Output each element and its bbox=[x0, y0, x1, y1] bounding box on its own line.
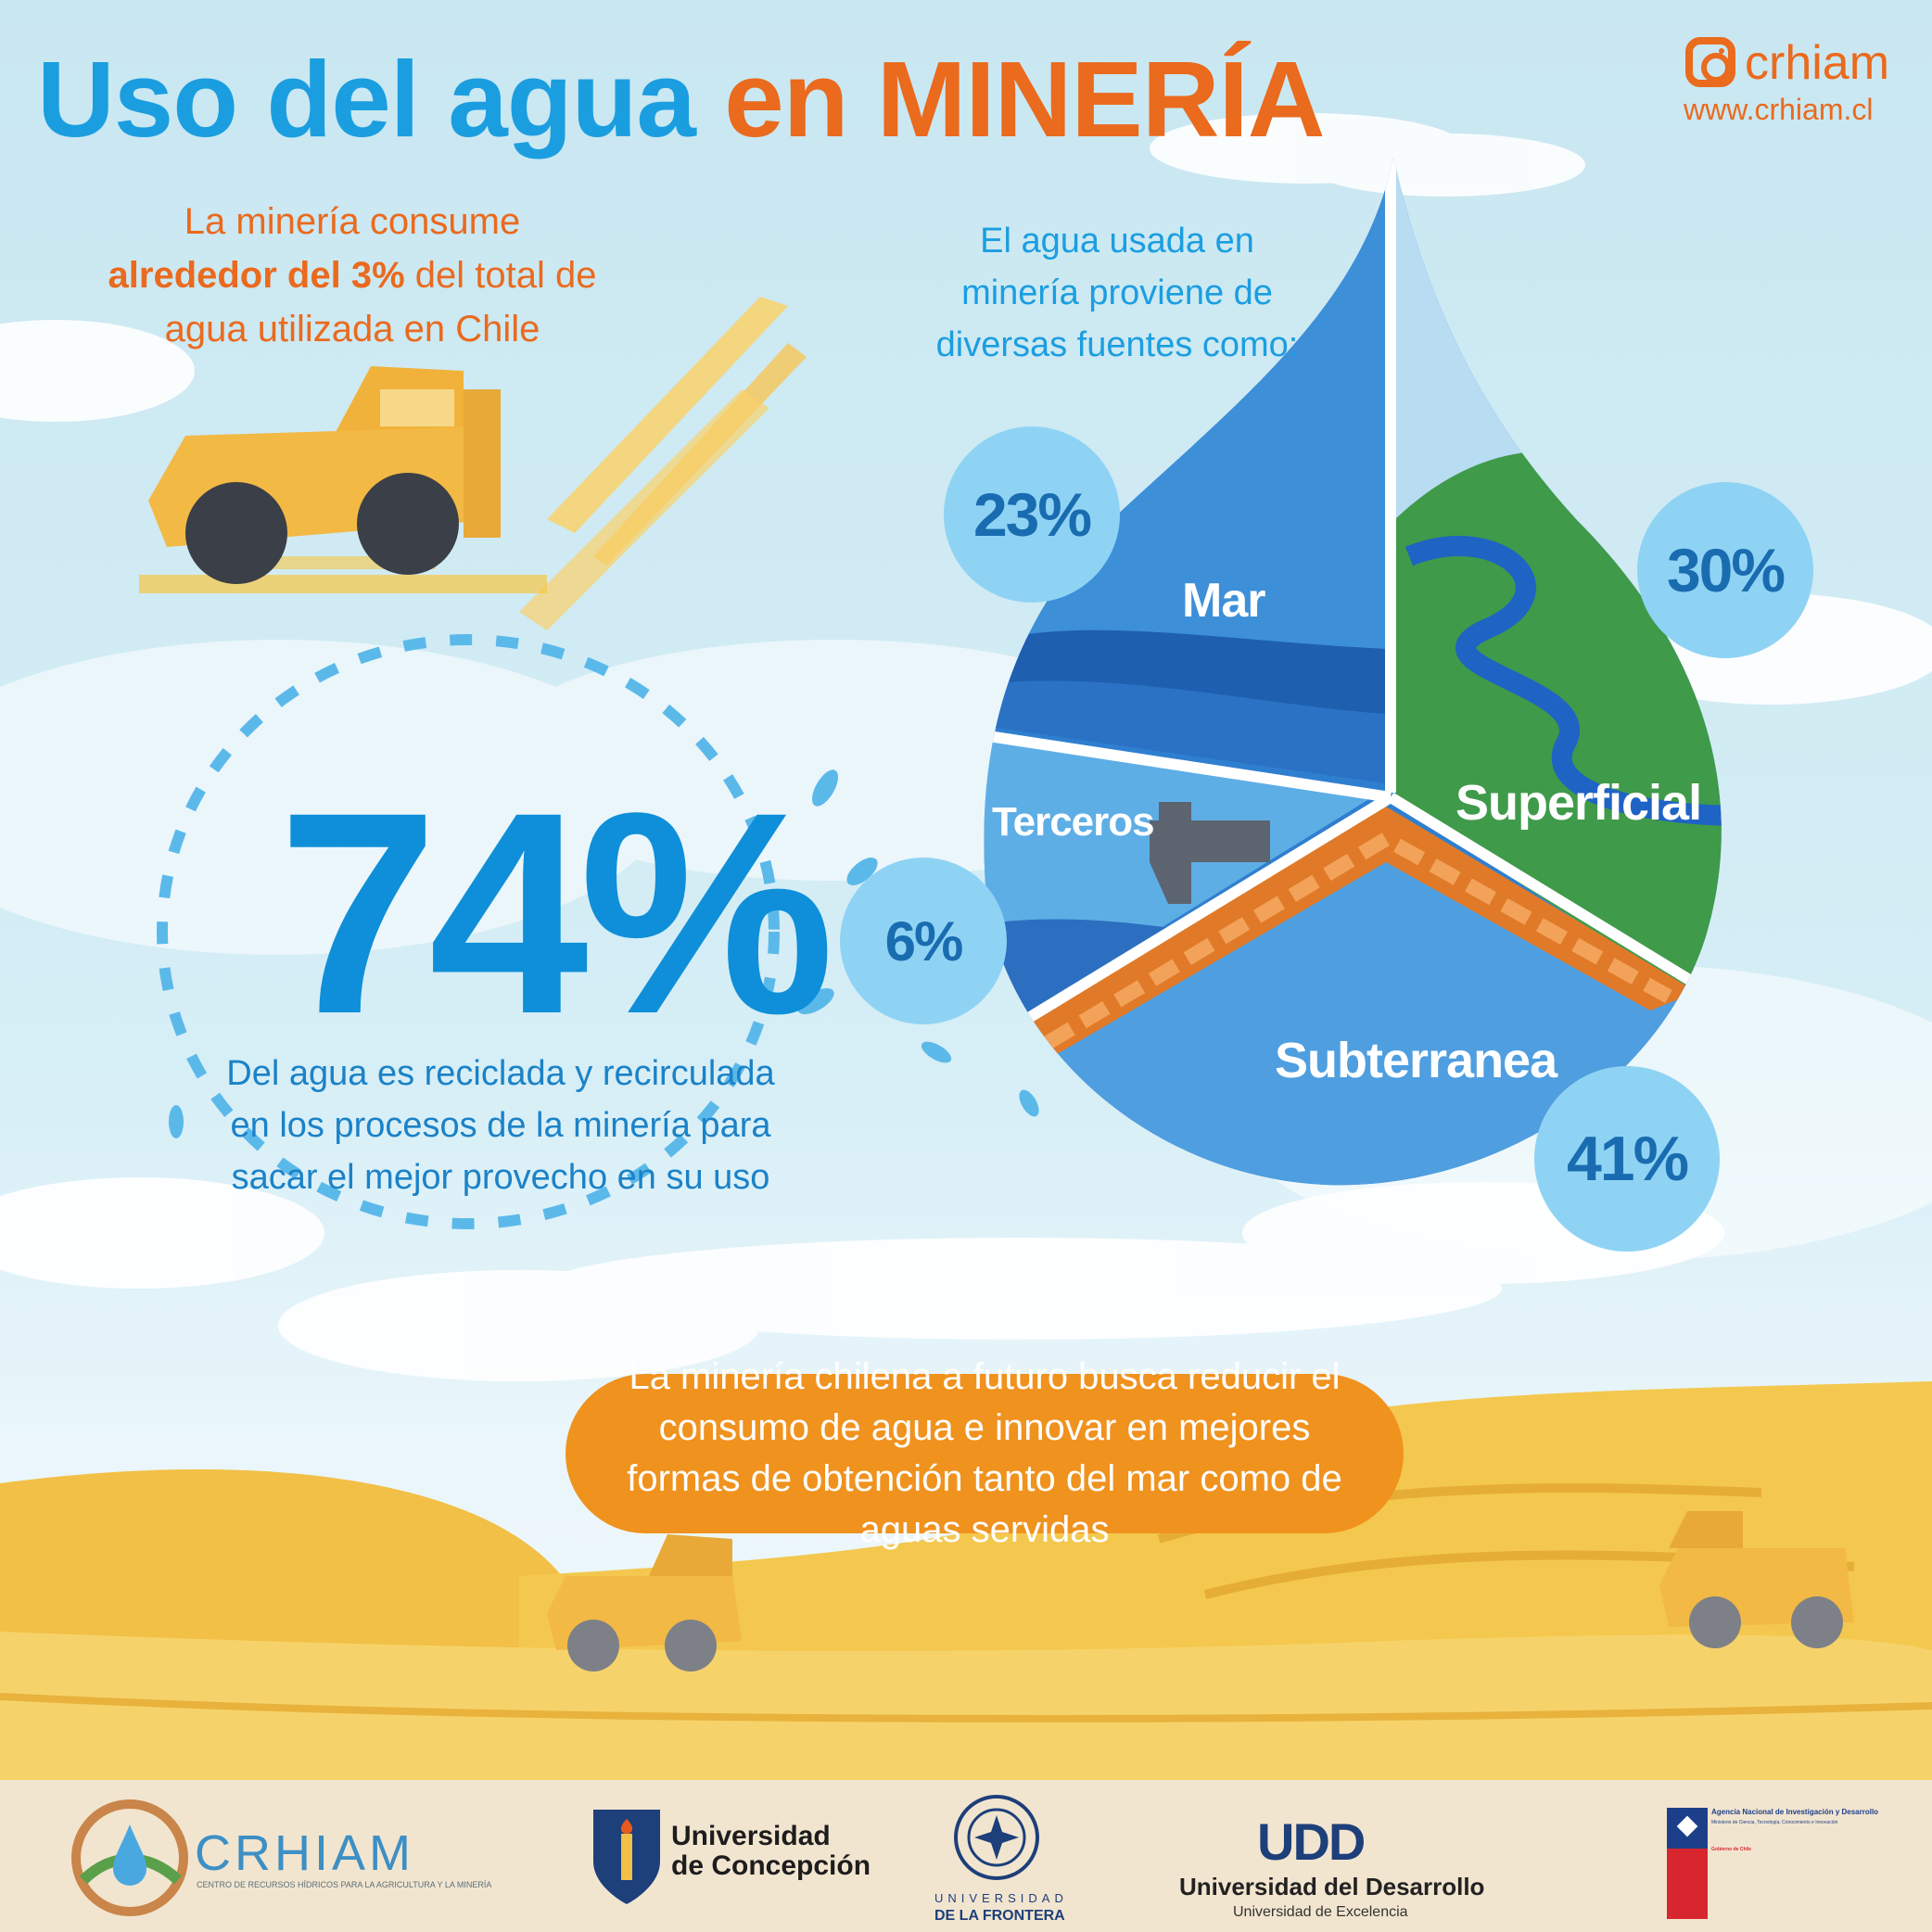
instagram-handle[interactable]: crhiam bbox=[1745, 36, 1890, 90]
udd-logo-name: Universidad del Desarrollo bbox=[1179, 1873, 1485, 1900]
consumption-line-3: agua utilizada en Chile bbox=[164, 309, 540, 350]
udec-line-1: Universidad bbox=[671, 1821, 831, 1851]
mining-truck-icon bbox=[1659, 1511, 1854, 1648]
consumption-statement: La minería consume alrededor del 3% del … bbox=[83, 195, 621, 356]
segment-label-mar: Mar bbox=[1182, 574, 1265, 628]
consumption-line-1: La minería consume bbox=[184, 201, 521, 242]
udec-logo-name: Universidad de Concepción bbox=[671, 1822, 871, 1881]
percent-badge-superficial: 30% bbox=[1637, 482, 1813, 658]
segment-label-subterranea: Subterranea bbox=[1275, 1033, 1557, 1088]
crhiam-logo-subtitle: CENTRO DE RECURSOS HÍDRICOS PARA LA AGRI… bbox=[197, 1880, 492, 1889]
website-link[interactable]: www.crhiam.cl bbox=[1684, 93, 1874, 126]
crhiam-logo-icon bbox=[71, 1799, 188, 1916]
udec-shield-icon bbox=[593, 1810, 660, 1904]
chile-flag-icon bbox=[1667, 1808, 1708, 1919]
percent-badge-mar: 23% bbox=[944, 426, 1120, 603]
future-banner: La minería chilena a futuro busca reduci… bbox=[566, 1356, 1404, 1550]
anid-gov: Gobierno de Chile bbox=[1711, 1847, 1752, 1852]
udd-tagline: Universidad de Excelencia bbox=[1233, 1904, 1408, 1920]
ufro-seal-icon bbox=[954, 1795, 1039, 1880]
anid-name: Agencia Nacional de Investigación y Desa… bbox=[1711, 1808, 1879, 1816]
percent-badge-terceros: 6% bbox=[840, 858, 1007, 1024]
segment-label-terceros: Terceros bbox=[992, 799, 1155, 845]
page-title: Uso del agua en MINERÍA bbox=[37, 37, 1326, 161]
mining-truck-icon bbox=[139, 297, 807, 630]
mining-truck-icon bbox=[547, 1534, 742, 1671]
ufro-line-1: UNIVERSIDAD bbox=[934, 1891, 1068, 1905]
recycling-description: Del agua es reciclada y recirculada en l… bbox=[226, 1054, 775, 1197]
recycling-value: 74% bbox=[278, 752, 834, 1074]
segment-label-superficial: Superficial bbox=[1455, 775, 1702, 831]
droplet-icon bbox=[169, 769, 1039, 1138]
udec-line-2: de Concepción bbox=[671, 1850, 871, 1881]
footer-logos: CRHIAM CENTRO DE RECURSOS HÍDRICOS PARA … bbox=[0, 1780, 1932, 1932]
recycling-circle bbox=[157, 634, 780, 1229]
desert-landscape bbox=[0, 1381, 1932, 1780]
title-part-1: Uso del agua bbox=[37, 39, 696, 159]
instagram-icon bbox=[1685, 37, 1735, 87]
anid-logo: Agencia Nacional de Investigación y Desa… bbox=[1667, 1808, 1879, 1919]
ufro-line-2: DE LA FRONTERA bbox=[934, 1908, 1065, 1924]
consumption-line-2: del total de bbox=[404, 255, 597, 296]
crhiam-logo-name: CRHIAM bbox=[195, 1825, 414, 1881]
consumption-highlight: alrededor del 3% bbox=[108, 255, 405, 296]
sources-intro: El agua usada en minería proviene de div… bbox=[935, 222, 1299, 364]
title-part-2: en MINERÍA bbox=[724, 39, 1325, 159]
udd-logo-mark: UDD bbox=[1257, 1812, 1366, 1871]
anid-ministry: Ministerio de Ciencia, Tecnología, Conoc… bbox=[1711, 1820, 1838, 1825]
percent-badge-subterranea: 41% bbox=[1534, 1066, 1720, 1252]
